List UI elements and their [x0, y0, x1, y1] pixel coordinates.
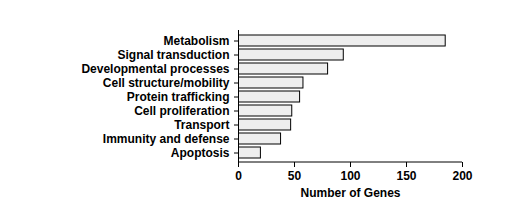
svg-text:Number of Genes: Number of Genes: [300, 186, 400, 200]
svg-text:Metabolism: Metabolism: [163, 34, 229, 48]
svg-text:200: 200: [452, 169, 472, 183]
svg-text:Protein trafficking: Protein trafficking: [127, 90, 230, 104]
svg-text:Immunity and defense: Immunity and defense: [103, 132, 230, 146]
svg-text:Cell structure/mobility: Cell structure/mobility: [103, 76, 230, 90]
svg-text:0: 0: [235, 169, 242, 183]
svg-text:50: 50: [288, 169, 302, 183]
svg-text:Apoptosis: Apoptosis: [171, 146, 230, 160]
svg-text:150: 150: [396, 169, 416, 183]
svg-text:100: 100: [340, 169, 360, 183]
svg-text:Developmental processes: Developmental processes: [81, 62, 229, 76]
svg-text:Signal transduction: Signal transduction: [117, 48, 229, 62]
svg-text:Cell proliferation: Cell proliferation: [134, 104, 229, 118]
svg-text:Transport: Transport: [174, 118, 229, 132]
